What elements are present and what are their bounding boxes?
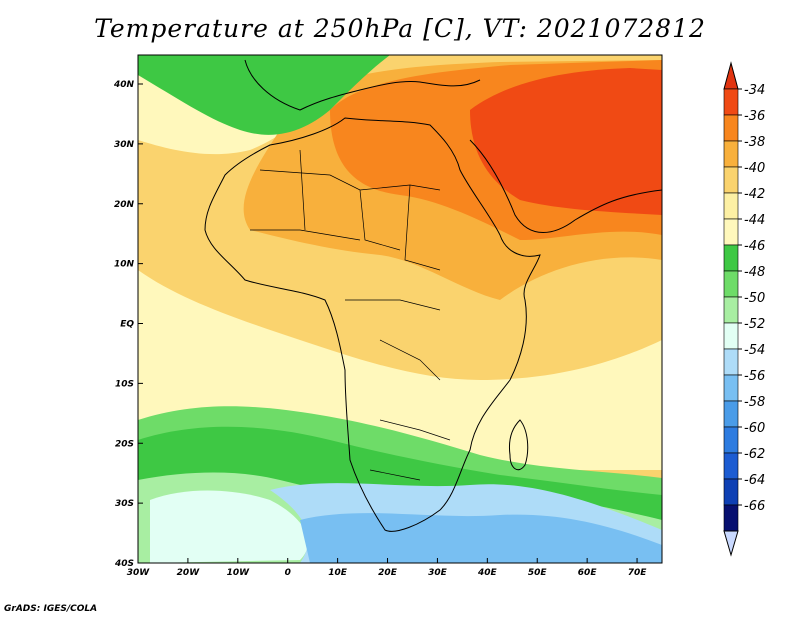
grads-credit: GrADS: IGES/COLA xyxy=(4,604,98,614)
colorbar-label: -64 xyxy=(744,473,765,488)
colorbar-swatch xyxy=(723,140,739,168)
colorbar-swatch xyxy=(723,296,739,324)
colorbar-swatch xyxy=(723,322,739,350)
colorbar-label: -34 xyxy=(744,83,765,98)
lat-tick-label: 20N xyxy=(114,200,135,210)
colorbar-swatch xyxy=(723,192,739,220)
lat-tick-label: EQ xyxy=(120,320,134,330)
africa-coastline xyxy=(204,117,541,532)
lon-tick-label: 40E xyxy=(477,568,498,578)
lon-tick-label: 10W xyxy=(227,568,251,578)
band-minus52-south xyxy=(150,490,309,563)
colorbar-label: -54 xyxy=(744,343,765,358)
colorbar-label: -52 xyxy=(744,317,765,332)
colorbar-top-arrow xyxy=(723,61,739,90)
lat-tick-label: 20S xyxy=(115,439,134,449)
madagascar-outline xyxy=(509,419,529,471)
lat-tick-label: 30S xyxy=(115,499,134,509)
map-title: Temperature at 250hPa [C], VT: 202107281… xyxy=(94,14,706,43)
borders xyxy=(250,149,451,481)
band-minus46-north xyxy=(138,55,390,135)
colorbar-swatch xyxy=(723,426,739,454)
colorbar-label: -48 xyxy=(744,265,765,280)
europe-coastline xyxy=(244,59,481,111)
lon-tick-label: 10E xyxy=(328,568,348,578)
colorbar-label: -50 xyxy=(744,291,765,306)
colorbar-swatch xyxy=(723,452,739,480)
colorbar-label: -62 xyxy=(744,447,765,462)
colorbar-swatch xyxy=(723,348,739,376)
colorbar-label: -60 xyxy=(744,421,765,436)
lon-tick-label: 30E xyxy=(428,568,448,578)
colorbar: -34 -36 -38 -40 -42 -44 -46 -48 -50 -52 -54 -56 -58 -… xyxy=(723,61,765,557)
map-frame xyxy=(137,54,663,564)
lon-tick-label: 50E xyxy=(528,568,548,578)
lon-tick-label: 30W xyxy=(127,568,151,578)
colorbar-label: -36 xyxy=(744,109,765,124)
temperature-field xyxy=(138,55,662,563)
colorbar-label: -40 xyxy=(744,161,765,176)
colorbar-swatch xyxy=(723,88,739,116)
band-minus34 xyxy=(470,68,662,215)
lat-tick-label: 10N xyxy=(114,260,135,270)
colorbar-swatch xyxy=(723,374,739,402)
coastlines xyxy=(204,59,662,532)
colorbar-label: -38 xyxy=(744,135,765,150)
lat-tick-label: 40N xyxy=(113,80,135,90)
colorbar-label: -42 xyxy=(744,187,765,202)
latitude-axis: 40N 30N 20N 10N EQ 10S 20S 30S 40S xyxy=(113,80,143,569)
colorbar-label: -58 xyxy=(744,395,765,410)
colorbar-swatch xyxy=(723,114,739,142)
arabia-coastline xyxy=(469,139,662,233)
colorbar-swatch xyxy=(723,218,739,246)
colorbar-label: -46 xyxy=(744,239,765,254)
colorbar-swatch xyxy=(723,504,739,532)
lon-tick-label: 60E xyxy=(578,568,598,578)
colorbar-bottom-arrow xyxy=(723,530,739,557)
lat-tick-label: 30N xyxy=(114,140,135,150)
lon-tick-label: 20W xyxy=(177,568,201,578)
colorbar-label: -56 xyxy=(744,369,765,384)
colorbar-swatch xyxy=(723,244,739,272)
colorbar-swatch xyxy=(723,166,739,194)
longitude-axis: 30W 20W 10W 0 10E 20E 30E 40E 50E 60E 70E xyxy=(127,558,647,578)
lat-tick-label: 10S xyxy=(115,379,134,389)
band-minus56-south xyxy=(300,513,662,563)
lon-tick-label: 70E xyxy=(628,568,648,578)
lon-tick-label: 20E xyxy=(378,568,398,578)
lat-tick-label: 40S xyxy=(114,559,134,569)
colorbar-label: -44 xyxy=(744,213,765,228)
lon-tick-label: 0 xyxy=(285,568,291,578)
colorbar-swatch xyxy=(723,478,739,506)
colorbar-swatch xyxy=(723,270,739,298)
colorbar-swatch xyxy=(723,400,739,428)
colorbar-label: -66 xyxy=(744,499,765,514)
